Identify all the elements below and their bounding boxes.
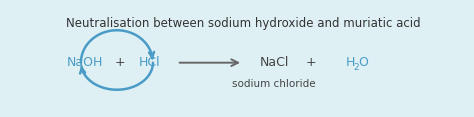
Text: +: + [306,56,316,69]
Text: HCl: HCl [138,56,160,69]
Text: sodium chloride: sodium chloride [232,79,316,89]
Text: +: + [115,56,125,69]
Text: H: H [346,56,355,69]
Text: 2: 2 [354,63,359,72]
Text: Neutralisation between sodium hydroxide and muriatic acid: Neutralisation between sodium hydroxide … [65,17,420,30]
Text: O: O [358,56,368,69]
Text: NaOH: NaOH [67,56,103,69]
Text: NaCl: NaCl [259,56,289,69]
